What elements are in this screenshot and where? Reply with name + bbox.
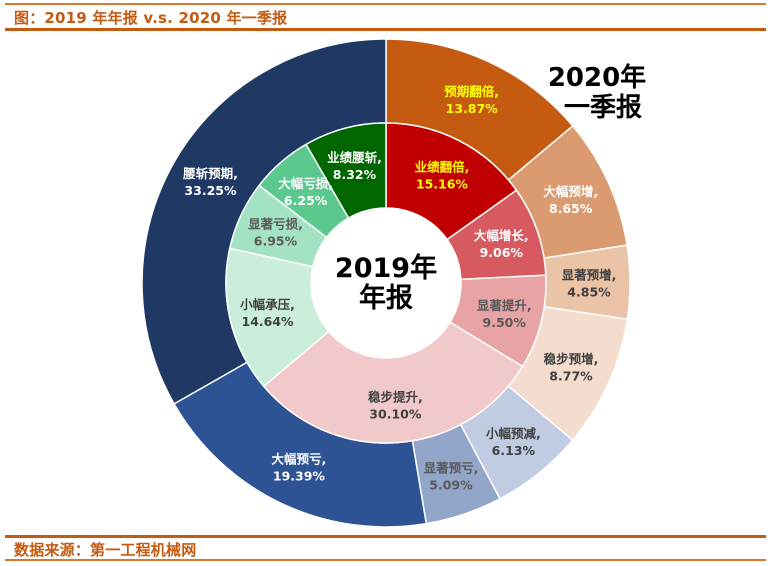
slice-labels: 预期翻倍, 13.87% 大幅预增, 8.65% 显著预增, 4.85% 稳步预增, 8.77…: [182, 84, 616, 492]
inner-slice-category-label: 大幅增长,: [474, 228, 529, 243]
outer-slice-category-label: 显著预增,: [562, 267, 617, 282]
outer-slice-category-label: 稳步预增,: [544, 352, 599, 367]
outer-slice-value-label: 19.39%: [273, 468, 326, 483]
outer-slice-category-label: 腰斩预期,: [182, 166, 238, 181]
outer-slice-value-label: 8.77%: [549, 369, 593, 384]
inner-slice-value-label: 9.06%: [480, 245, 524, 260]
inner-slice-category-label: 显著亏损,: [248, 216, 303, 231]
figure-title: 图：2019 年年报 v.s. 2020 年一季报: [14, 9, 288, 27]
outer-ring-2020q1: [141, 38, 631, 528]
inner-slice-value-label: 15.16%: [416, 177, 469, 192]
inner-slice-value-label: 14.64%: [242, 314, 295, 329]
donut-hole: [311, 208, 461, 358]
inner-ring-2019: [225, 122, 547, 444]
data-source: 数据来源：第一工程机械网: [14, 541, 197, 559]
header-top-rule: [5, 3, 766, 5]
inner-slice-category-label: 显著提升,: [477, 298, 532, 313]
inner-slice-value-label: 9.50%: [483, 315, 527, 330]
outer-slice-category-label: 预期翻倍,: [444, 84, 499, 99]
outer-title-line2: 一季报: [564, 92, 642, 123]
outer-slice-category-label: 显著预亏,: [424, 460, 479, 475]
inner-title-line1: 2019年: [335, 252, 437, 284]
outer-slice-category-label: 小幅预减,: [485, 426, 541, 441]
outer-slice-category-label: 大幅预亏,: [272, 451, 327, 466]
inner-title-line2: 年报: [359, 282, 413, 314]
inner-slice-value-label: 6.95%: [254, 233, 298, 248]
outer-slice-value-label: 33.25%: [184, 183, 237, 198]
header-bottom-rule: [5, 28, 766, 31]
outer-title-line1: 2020年: [548, 62, 646, 93]
outer-slice-value-label: 6.13%: [492, 443, 536, 458]
outer-slice-value-label: 8.65%: [549, 201, 593, 216]
inner-slice-category-label: 业绩翻倍,: [415, 160, 470, 175]
outer-slice-value-label: 5.09%: [429, 477, 473, 492]
outer-slice-value-label: 13.87%: [446, 101, 499, 116]
inner-slice-value-label: 8.32%: [333, 167, 377, 182]
inner-slice-value-label: 30.10%: [369, 407, 422, 422]
inner-slice-category-label: 大幅亏损,: [278, 176, 333, 191]
outer-slice-value-label: 4.85%: [567, 284, 611, 299]
inner-slice-category-label: 稳步提升,: [368, 390, 423, 405]
footer-bottom-rule: [5, 559, 766, 561]
footer-top-rule: [5, 535, 766, 538]
outer-slice-category-label: 大幅预增,: [543, 184, 598, 199]
inner-slice-value-label: 6.25%: [284, 193, 328, 208]
inner-slice-category-label: 小幅承压,: [239, 297, 295, 312]
inner-slice-category-label: 业绩腰斩,: [327, 150, 382, 165]
